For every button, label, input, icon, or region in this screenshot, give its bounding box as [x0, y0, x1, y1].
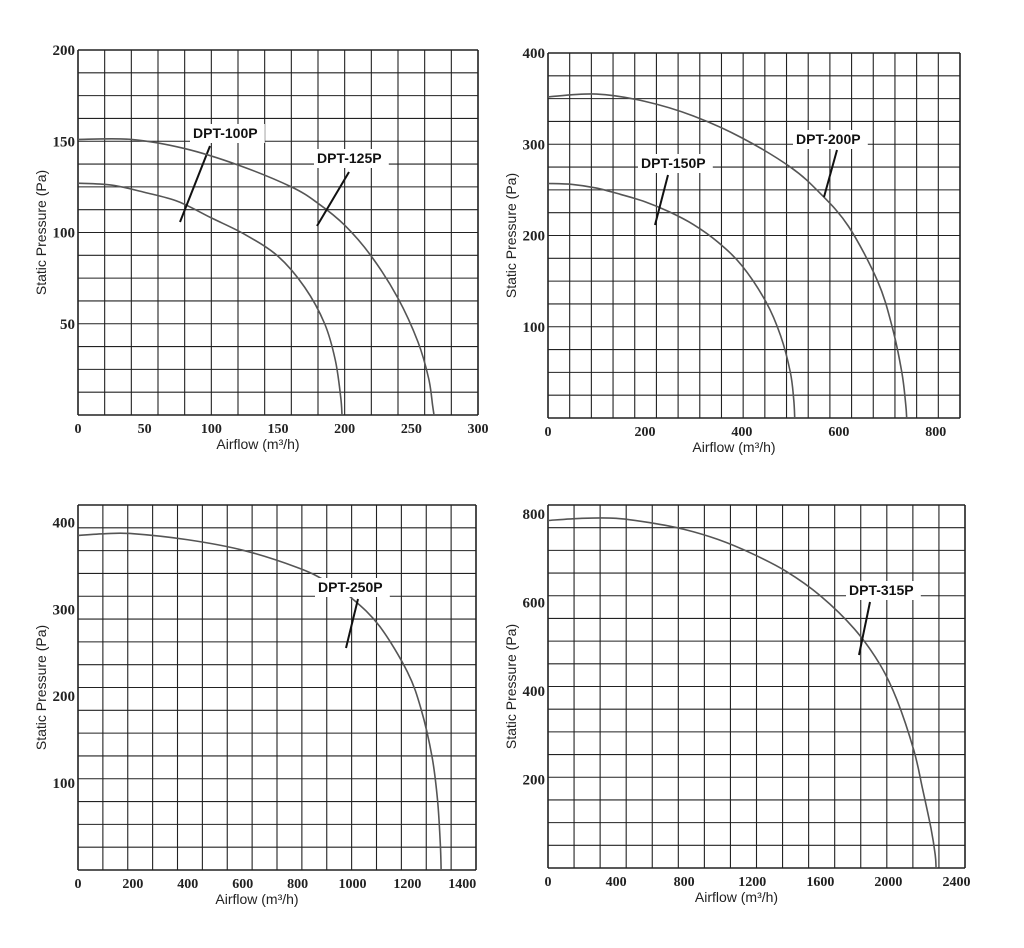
- series-line-dpt-250p: [77, 532, 442, 871]
- x-tick-label: 250: [401, 422, 422, 437]
- x-tick-label: 1000: [338, 877, 366, 892]
- series-label: DPT-100P: [193, 125, 258, 141]
- y-tick-label: 400: [523, 684, 546, 700]
- series-label-background: [190, 124, 265, 143]
- x-tick-label: 800: [287, 877, 308, 892]
- y-tick-label: 400: [53, 515, 76, 531]
- x-tick-label: 200: [634, 425, 655, 440]
- y-tick-label: 800: [523, 507, 546, 523]
- x-tick-label: 1200: [738, 875, 766, 890]
- series-label-background: [314, 149, 389, 168]
- x-tick-label: 0: [75, 422, 82, 437]
- series-label: DPT-250P: [318, 579, 383, 595]
- series-label: DPT-315P: [849, 582, 914, 598]
- series-leader-line: [345, 598, 359, 649]
- series-label-background: [315, 578, 390, 597]
- series-label: DPT-125P: [317, 150, 382, 166]
- x-tick-label: 300: [468, 422, 489, 437]
- x-tick-label: 400: [177, 877, 198, 892]
- y-tick-label: 100: [53, 776, 76, 792]
- y-tick-label: 200: [53, 689, 76, 705]
- x-tick-label: 0: [75, 877, 82, 892]
- x-tick-label: 0: [545, 425, 552, 440]
- x-tick-label: 600: [828, 425, 849, 440]
- y-tick-label: 300: [523, 137, 546, 153]
- x-axis-title: Airflow (m³/h): [216, 436, 299, 452]
- series-leader-line: [654, 174, 669, 226]
- x-tick-label: 400: [606, 875, 627, 890]
- series-leader-line: [179, 145, 211, 223]
- series-line-dpt-200p: [547, 93, 908, 419]
- x-tick-label: 1200: [393, 877, 421, 892]
- series-line-dpt-150p: [547, 182, 796, 419]
- series-line-dpt-315p: [547, 517, 937, 869]
- x-tick-label: 800: [674, 875, 695, 890]
- x-tick-label: 2400: [942, 875, 970, 890]
- y-axis-title: Static Pressure (Pa): [33, 625, 49, 750]
- y-tick-label: 200: [53, 43, 76, 59]
- x-tick-label: 200: [334, 422, 355, 437]
- series-label-background: [846, 581, 921, 600]
- series-label: DPT-200P: [796, 131, 861, 147]
- x-tick-label: 100: [201, 422, 222, 437]
- y-tick-label: 400: [523, 46, 546, 62]
- x-axis-title: Airflow (m³/h): [692, 439, 775, 455]
- x-axis-title: Airflow (m³/h): [215, 891, 298, 907]
- x-tick-label: 50: [138, 422, 152, 437]
- y-tick-label: 50: [60, 317, 75, 333]
- series-label-background: [638, 154, 713, 173]
- x-tick-label: 200: [122, 877, 143, 892]
- y-tick-label: 100: [523, 320, 546, 336]
- series-leader-line: [316, 171, 350, 227]
- x-tick-label: 1600: [806, 875, 834, 890]
- y-tick-label: 600: [523, 595, 546, 611]
- y-axis-title: Static Pressure (Pa): [503, 173, 519, 298]
- x-tick-label: 2000: [874, 875, 902, 890]
- x-tick-label: 150: [268, 422, 289, 437]
- y-axis-title: Static Pressure (Pa): [503, 624, 519, 749]
- y-tick-label: 300: [53, 602, 76, 618]
- series-line-dpt-125p: [77, 137, 435, 416]
- x-tick-label: 1400: [448, 877, 476, 892]
- x-axis-title: Airflow (m³/h): [695, 889, 778, 905]
- y-axis-title: Static Pressure (Pa): [33, 170, 49, 295]
- y-tick-label: 200: [523, 772, 546, 788]
- x-tick-label: 800: [925, 425, 946, 440]
- series-label-background: [793, 130, 868, 149]
- series-leader-line: [823, 149, 838, 198]
- y-tick-label: 150: [53, 134, 76, 150]
- y-tick-label: 200: [523, 229, 546, 245]
- x-tick-label: 400: [731, 425, 752, 440]
- series-leader-line: [858, 601, 871, 656]
- x-tick-label: 0: [545, 875, 552, 890]
- series-label: DPT-150P: [641, 155, 706, 171]
- y-tick-label: 100: [53, 226, 76, 242]
- x-tick-label: 600: [232, 877, 253, 892]
- series-line-dpt-100p: [77, 182, 343, 416]
